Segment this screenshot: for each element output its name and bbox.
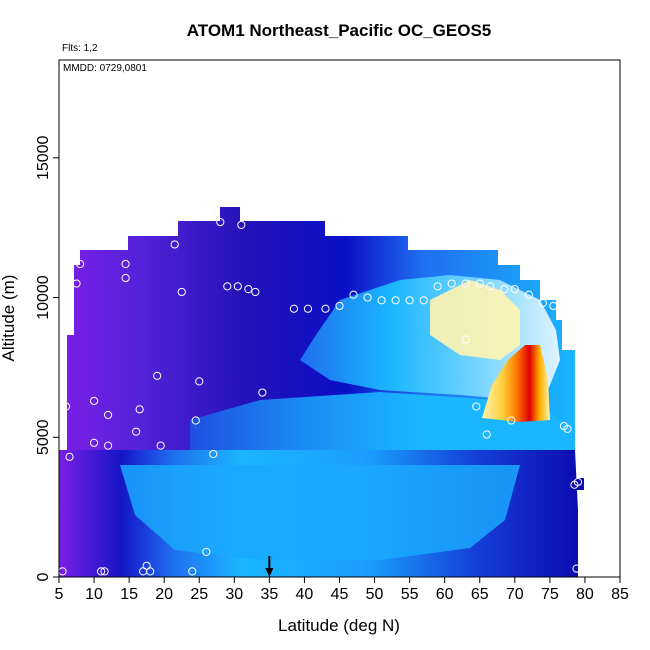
- flight-point-30: [237, 220, 246, 229]
- x-tick-label-14: 75: [541, 586, 559, 603]
- x-tick-label-11: 60: [436, 586, 454, 603]
- x-tick-label-7: 40: [296, 586, 314, 603]
- flight-point-55: [461, 335, 470, 344]
- flight-point-18: [153, 371, 162, 380]
- x-tick-label-13: 70: [506, 586, 524, 603]
- x-tick-label-10: 55: [401, 586, 419, 603]
- flight-point-39: [363, 293, 372, 302]
- x-tick-label-12: 65: [471, 586, 489, 603]
- y-tick-label-0: 0: [35, 572, 52, 581]
- latitude-marker-arrow: [265, 556, 274, 577]
- flight-point-52: [524, 290, 533, 299]
- flight-point-38: [349, 290, 358, 299]
- flight-point-59: [563, 424, 572, 433]
- flight-point-2: [65, 452, 74, 461]
- y-tick-label-3: 15000: [35, 135, 52, 180]
- flight-point-22: [188, 567, 197, 576]
- flight-point-8: [100, 567, 109, 576]
- flight-point-49: [500, 285, 509, 294]
- flight-point-7: [96, 567, 106, 576]
- flight-point-32: [251, 287, 260, 297]
- flight-point-23: [191, 416, 200, 425]
- flight-point-51: [510, 285, 519, 294]
- flight-point-14: [135, 405, 144, 414]
- x-axis: 5 10 15 20 25 30 35 40 45 50 55 60 65 70 75 80 85: [55, 577, 629, 603]
- flight-point-45: [447, 279, 456, 288]
- flight-point-1: [61, 402, 71, 411]
- flight-point-11: [121, 259, 130, 269]
- heat-region-mid: [190, 392, 570, 455]
- x-tick-label-5: 30: [225, 586, 243, 603]
- heatmap-field: [59, 207, 584, 577]
- flight-point-33: [258, 388, 267, 397]
- flight-point-10: [103, 441, 113, 450]
- flight-point-47: [475, 279, 484, 288]
- flight-point-44: [433, 282, 442, 291]
- flight-point-36: [321, 304, 330, 313]
- flight-point-25: [202, 547, 211, 556]
- flight-point-5: [89, 396, 99, 406]
- x-tick-label-2: 15: [120, 586, 138, 603]
- y-axis-label: Altitude (m): [0, 275, 18, 362]
- flight-point-42: [405, 296, 414, 305]
- flight-point-34: [289, 304, 299, 313]
- flight-point-4: [75, 259, 85, 269]
- y-tick-label-1: 5000: [35, 419, 52, 455]
- flight-point-6: [89, 438, 99, 447]
- flight-point-20: [170, 240, 179, 249]
- flight-point-3: [72, 279, 81, 288]
- annotation-dates: MMDD: 0729,0801: [63, 63, 147, 74]
- flight-point-41: [391, 296, 400, 305]
- flight-point-19: [156, 441, 165, 450]
- flight-point-21: [177, 287, 186, 297]
- flight-point-17: [146, 567, 155, 576]
- x-tick-label-15: 80: [576, 586, 594, 603]
- flight-point-57: [482, 430, 491, 439]
- heat-region-pale: [430, 280, 520, 360]
- flight-point-40: [377, 296, 386, 305]
- flight-point-46: [461, 279, 470, 288]
- flight-point-24: [195, 377, 204, 386]
- x-axis-label: Latitude (deg N): [278, 616, 400, 635]
- flight-point-53: [538, 299, 547, 308]
- flight-point-27: [216, 217, 225, 227]
- flight-point-0: [59, 567, 67, 576]
- flight-point-62: [572, 564, 581, 573]
- x-tick-label-6: 35: [260, 586, 278, 603]
- flight-point-28: [223, 282, 232, 291]
- x-tick-label-9: 50: [366, 586, 384, 603]
- annotation-flights: Flts: 1,2: [62, 43, 98, 54]
- flight-point-12: [121, 273, 130, 283]
- x-tick-label-1: 10: [85, 586, 103, 603]
- x-tick-label-8: 45: [331, 586, 349, 603]
- flight-point-61: [573, 477, 583, 487]
- flight-points: [59, 217, 583, 576]
- flight-point-9: [103, 410, 113, 420]
- flight-point-26: [209, 449, 218, 459]
- chart-title: ATOM1 Northeast_Pacific OC_GEOS5: [187, 21, 492, 40]
- x-tick-label-0: 5: [55, 586, 64, 603]
- heat-region-hot: [482, 345, 550, 422]
- flight-point-48: [486, 282, 495, 291]
- flight-point-35: [303, 304, 313, 313]
- flight-point-29: [233, 282, 242, 291]
- x-tick-label-4: 25: [190, 586, 208, 603]
- x-tick-label-16: 85: [611, 586, 629, 603]
- flight-point-50: [507, 416, 516, 425]
- flight-point-31: [244, 285, 253, 294]
- flight-point-56: [472, 402, 481, 411]
- flight-point-13: [132, 427, 141, 436]
- x-tick-label-3: 20: [155, 586, 173, 603]
- flight-point-54: [549, 301, 558, 311]
- y-axis: 0 5000 10000 15000: [35, 135, 59, 581]
- heat-region-bowl: [120, 465, 520, 560]
- marker-head: [265, 568, 274, 577]
- flight-point-43: [419, 296, 428, 305]
- flight-point-37: [335, 301, 344, 311]
- y-tick-label-2: 10000: [35, 275, 52, 320]
